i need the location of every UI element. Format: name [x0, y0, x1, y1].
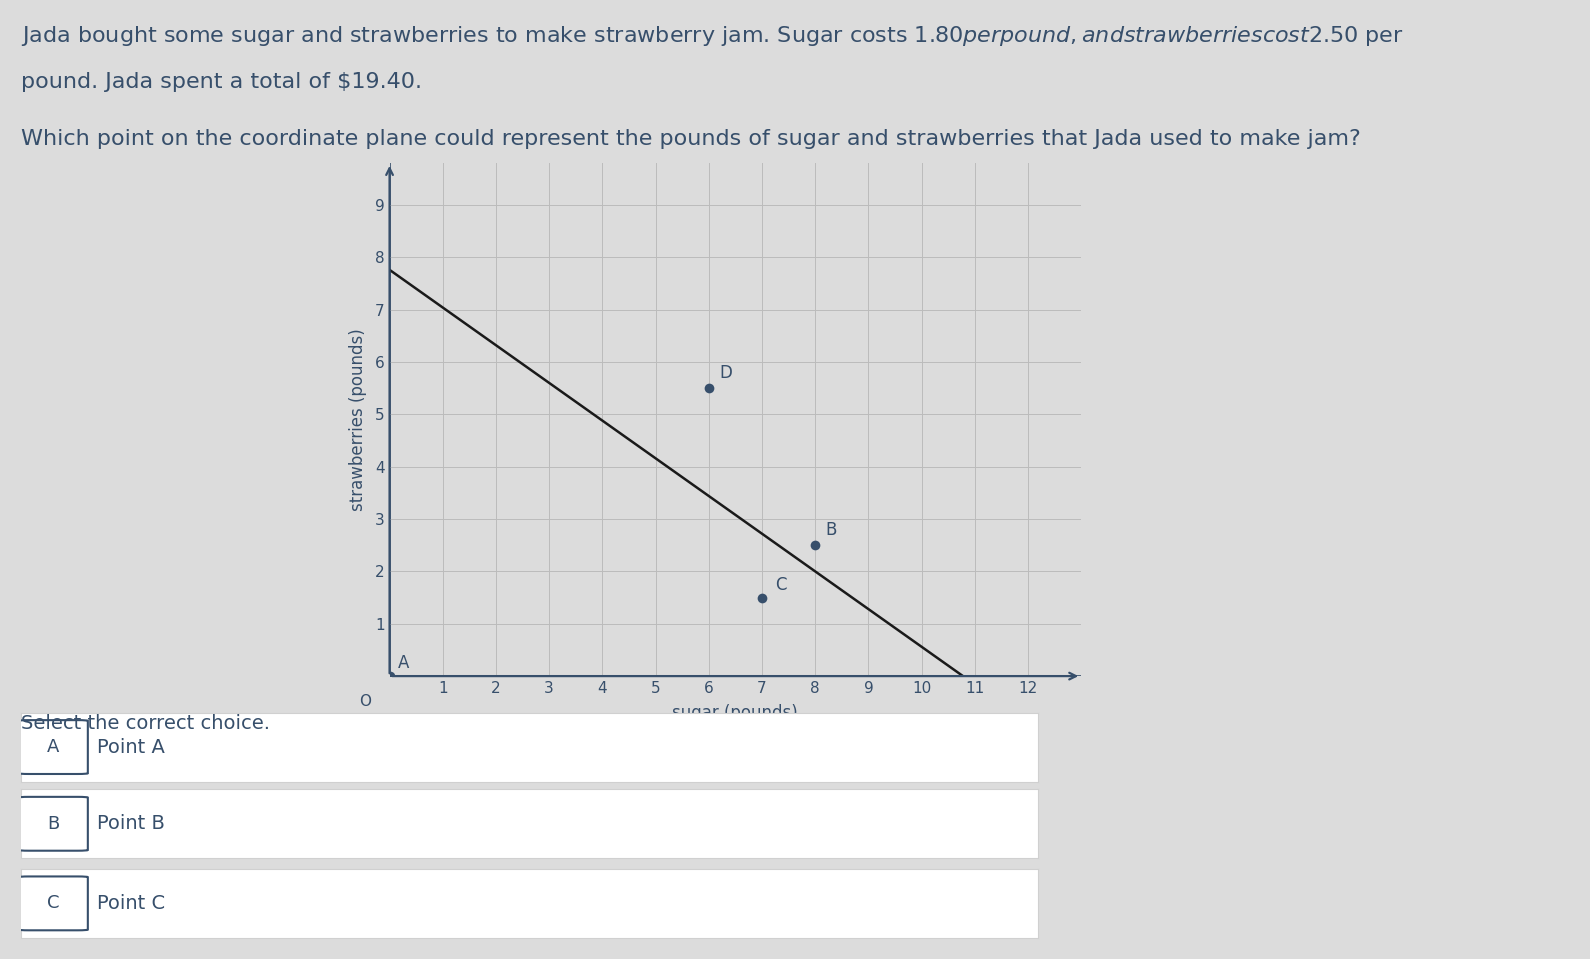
Text: C: C — [48, 895, 59, 912]
Text: B: B — [825, 521, 838, 539]
Text: Point B: Point B — [97, 814, 165, 833]
Text: Point A: Point A — [97, 737, 165, 757]
Text: Which point on the coordinate plane could represent the pounds of sugar and stra: Which point on the coordinate plane coul… — [21, 129, 1361, 150]
Text: pound. Jada spent a total of $19.40.: pound. Jada spent a total of $19.40. — [21, 72, 421, 92]
FancyBboxPatch shape — [19, 720, 87, 774]
Text: Jada bought some sugar and strawberries to make strawberry jam. Sugar costs $1.8: Jada bought some sugar and strawberries … — [21, 24, 1404, 48]
Text: B: B — [48, 815, 59, 832]
FancyBboxPatch shape — [19, 797, 87, 851]
FancyBboxPatch shape — [19, 877, 87, 930]
Text: C: C — [776, 575, 787, 594]
Y-axis label: strawberries (pounds): strawberries (pounds) — [348, 328, 367, 511]
X-axis label: sugar (pounds): sugar (pounds) — [673, 704, 798, 722]
Text: Select the correct choice.: Select the correct choice. — [21, 714, 270, 734]
Text: O: O — [359, 694, 370, 710]
Text: D: D — [719, 363, 733, 382]
Text: A: A — [398, 654, 409, 672]
Text: A: A — [48, 738, 59, 756]
Text: Point C: Point C — [97, 894, 165, 913]
